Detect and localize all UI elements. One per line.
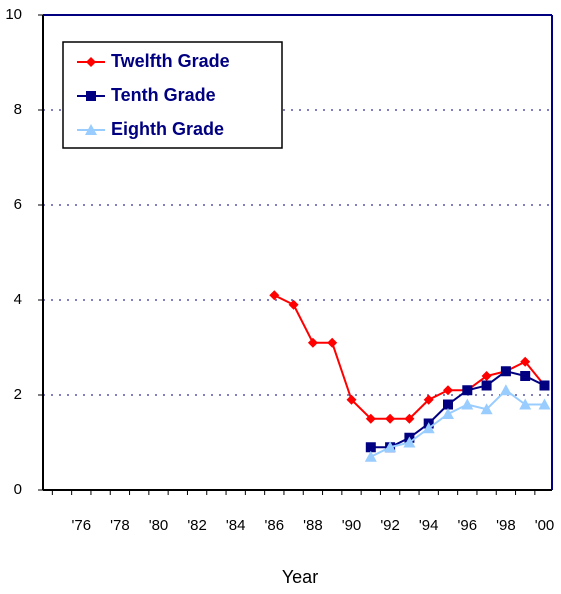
data-point: [480, 403, 493, 415]
data-point: [461, 398, 474, 410]
x-tick-label: '90: [342, 517, 362, 534]
x-tick-label: '84: [226, 517, 246, 534]
series-line: [370, 370, 545, 449]
x-tick-label: '96: [458, 517, 478, 534]
x-tick-label: '94: [419, 517, 439, 534]
x-tick-label: '86: [265, 517, 285, 534]
x-tick-label: '82: [187, 517, 207, 534]
y-tick-label: 10: [5, 6, 22, 23]
data-point: [519, 398, 532, 410]
y-tick-label: 4: [14, 291, 22, 308]
data-point: [307, 337, 318, 348]
legend-label: Twelfth Grade: [111, 51, 230, 71]
data-point: [346, 394, 357, 405]
data-point: [288, 299, 299, 310]
data-point: [481, 371, 492, 381]
y-tick-label: 6: [14, 196, 22, 213]
data-point: [365, 442, 376, 453]
series-line: [370, 388, 545, 458]
y-tick-label: 2: [14, 386, 22, 403]
x-tick-label: '88: [303, 517, 323, 534]
x-tick-label: '00: [535, 517, 555, 534]
legend-label: Tenth Grade: [111, 85, 216, 105]
legend-marker: [85, 124, 97, 135]
x-tick-label: '80: [149, 517, 169, 534]
data-point: [538, 398, 551, 410]
data-point: [443, 399, 453, 410]
data-point: [520, 371, 531, 381]
data-point: [442, 408, 454, 419]
data-point: [403, 436, 416, 448]
data-point: [499, 384, 512, 396]
data-point: [423, 394, 434, 405]
data-point: [520, 356, 531, 367]
x-tick-label: '78: [110, 517, 130, 534]
legend-marker: [86, 57, 96, 67]
data-point: [365, 413, 376, 424]
data-point: [327, 337, 338, 348]
data-point: [364, 450, 377, 462]
data-point: [269, 290, 280, 301]
data-point: [462, 385, 473, 396]
legend-label: Eighth Grade: [111, 119, 224, 139]
x-axis-label: Year: [282, 567, 318, 587]
series-line: [273, 294, 546, 420]
data-point: [500, 366, 511, 377]
data-point: [422, 422, 435, 434]
data-point: [539, 380, 550, 391]
data-point: [481, 380, 492, 391]
y-tick-label: 0: [14, 481, 22, 498]
x-tick-label: '92: [380, 517, 400, 534]
data-point: [384, 441, 397, 453]
data-point: [443, 385, 453, 396]
legend-marker: [86, 91, 96, 101]
data-point: [385, 413, 396, 424]
data-point: [404, 413, 415, 424]
y-tick-label: 8: [14, 101, 22, 118]
x-tick-label: '98: [496, 517, 516, 534]
x-tick-label: '76: [72, 517, 92, 534]
